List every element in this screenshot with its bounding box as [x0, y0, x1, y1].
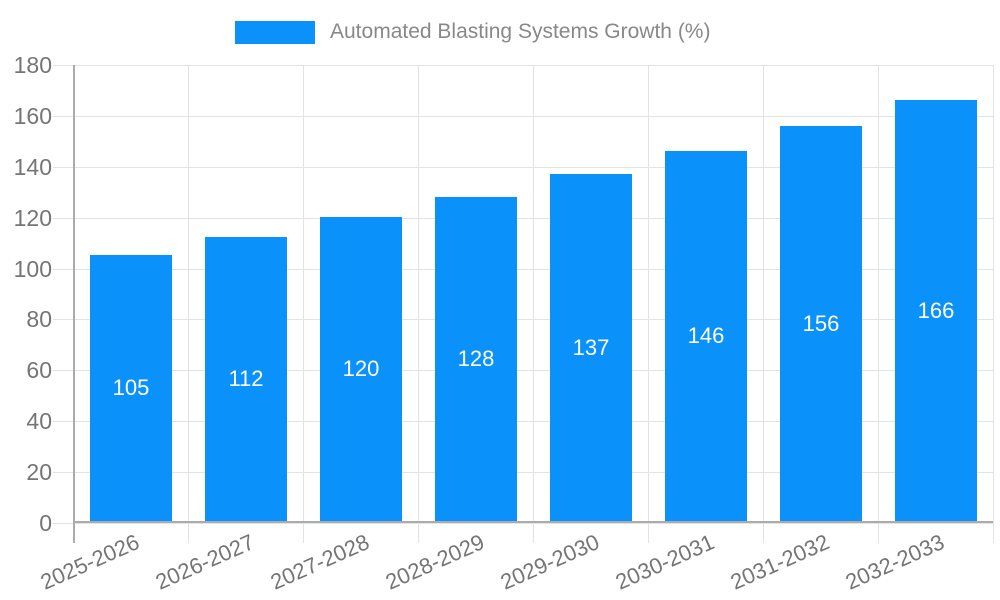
y-gridline [53, 218, 993, 219]
legend-swatch-icon [235, 20, 315, 44]
y-axis-tick-label: 120 [13, 205, 52, 231]
bar[interactable]: 105 [90, 255, 172, 521]
bar[interactable]: 137 [550, 174, 632, 521]
x-gridline [533, 65, 534, 543]
bar-value-label: 120 [342, 356, 380, 381]
x-axis-tick-label: 2030-2031 [611, 529, 719, 595]
x-axis-tick-label: 2031-2032 [726, 529, 834, 595]
y-gridline [53, 421, 993, 422]
x-gridline [763, 65, 764, 543]
x-gridline [418, 65, 419, 543]
bar-value-label: 105 [112, 375, 150, 400]
bar-value-label: 166 [917, 297, 955, 323]
bar[interactable]: 156 [780, 126, 862, 521]
bar-value-label: 112 [228, 366, 264, 391]
x-gridline [188, 65, 189, 543]
y-gridline [53, 269, 993, 270]
y-gridline [53, 116, 993, 117]
x-axis-tick-label: 2028-2029 [381, 529, 489, 595]
y-axis-tick-label: 100 [13, 256, 52, 282]
x-axis-tick-label: 2029-2030 [496, 529, 604, 595]
y-axis-tick-label: 180 [13, 52, 52, 78]
plot-area: 0 20 40 60 80 100 120 140 160 180 105 112 120 128 137 1… [14, 52, 994, 595]
x-gridline [303, 65, 304, 543]
bar[interactable]: 166 [895, 100, 977, 521]
bar[interactable]: 120 [320, 217, 402, 521]
y-axis-tick-label: 0 [39, 510, 52, 536]
y-axis-tick-label: 140 [13, 154, 52, 180]
y-axis-tick-label: 40 [26, 408, 52, 434]
x-axis-tick-label: 2032-2033 [841, 529, 949, 595]
x-gridline [993, 65, 994, 543]
y-gridline [53, 523, 993, 524]
bar[interactable]: 146 [665, 151, 747, 521]
bar[interactable]: 128 [435, 197, 517, 521]
bar-value-label: 146 [687, 323, 725, 348]
y-gridline [53, 370, 993, 371]
y-gridline [53, 167, 993, 168]
y-axis-line [73, 65, 75, 543]
y-gridline [53, 472, 993, 473]
y-axis-tick-label: 80 [26, 306, 52, 332]
legend-label: Automated Blasting Systems Growth (%) [330, 20, 711, 43]
x-axis-tick-label: 2025-2026 [36, 529, 144, 595]
y-gridline [53, 319, 993, 320]
x-axis-line [73, 521, 993, 523]
y-gridline [53, 65, 993, 66]
y-axis-tick-label: 60 [26, 357, 52, 383]
y-axis-tick-label: 20 [26, 459, 52, 485]
bar-value-label: 156 [802, 310, 840, 336]
y-axis-tick-label: 160 [13, 103, 52, 129]
bar[interactable]: 112 [205, 237, 287, 521]
x-gridline [648, 65, 649, 543]
x-axis-tick-label: 2027-2028 [266, 529, 374, 595]
bar-value-label: 128 [457, 346, 495, 371]
x-gridline [878, 65, 879, 543]
bar-value-label: 137 [572, 334, 610, 360]
x-axis-tick-label: 2026-2027 [151, 529, 259, 595]
legend-item[interactable]: Automated Blasting Systems Growth (%) [235, 20, 710, 44]
